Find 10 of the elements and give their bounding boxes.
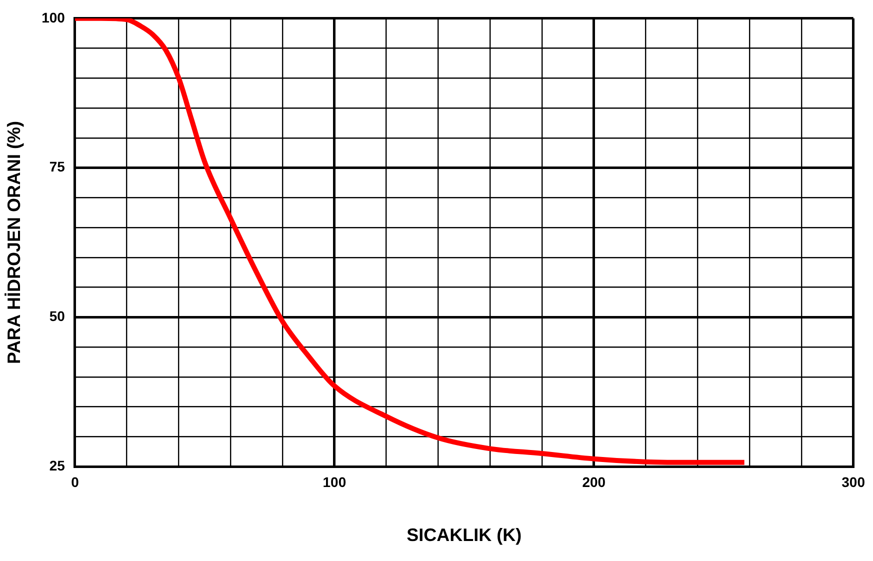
x-tick-label: 100 [322,474,346,490]
x-axis-title: SICAKLIK (K) [406,525,522,546]
y-axis-title: PARA HİDROJEN ORANI (%) [4,120,24,364]
y-tick-label: 75 [49,158,66,175]
x-tick-label: 200 [582,474,606,490]
y-tick-label: 25 [49,457,66,474]
x-tick-label: 0 [71,474,80,490]
y-tick-label: 50 [49,308,66,324]
x-tick-label: 300 [842,474,866,490]
y-tick-label: 100 [42,9,66,26]
